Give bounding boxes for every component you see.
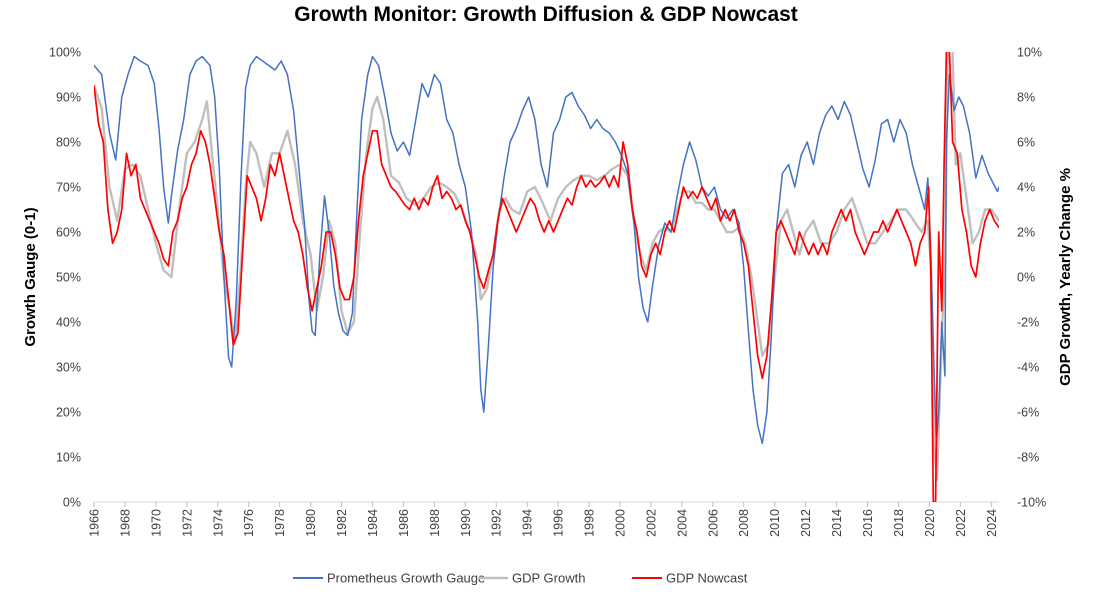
x-tick-label: 1978 (273, 509, 287, 537)
left-tick-label: 40% (56, 316, 81, 330)
right-tick-label: 2% (1017, 226, 1035, 240)
left-tick-label: 60% (56, 226, 81, 240)
right-tick-label: -8% (1017, 451, 1039, 465)
left-tick-label: 30% (56, 361, 81, 375)
series-line-gdp-nowcast (94, 52, 999, 502)
x-tick-label: 1968 (118, 509, 132, 537)
left-axis-ticks: 0% 10% 20% 30% 40% 50% 60% 70% 80% 90% 100% (49, 46, 81, 510)
right-tick-label: -2% (1017, 316, 1039, 330)
left-tick-label: 80% (56, 136, 81, 150)
x-tick-label: 1972 (180, 509, 194, 537)
x-tick-label: 2000 (613, 509, 627, 537)
legend-label: GDP Growth (512, 571, 585, 586)
right-tick-label: -6% (1017, 406, 1039, 420)
right-tick-label: -4% (1017, 361, 1039, 375)
series-line-gdp-growth (94, 52, 999, 481)
right-axis-title: GDP Growth, Yearly Change % (1057, 168, 1074, 386)
x-axis: 1966 1968 1970 1972 1974 1976 1978 1980 1982 1984… (88, 501, 999, 537)
series-line-prometheus-growth-gauge (94, 55, 999, 445)
x-tick-label: 2024 (985, 509, 999, 537)
left-tick-label: 70% (56, 181, 81, 195)
x-tick-label: 1982 (335, 509, 349, 537)
x-tick-label: 2008 (737, 509, 751, 537)
x-tick-label: 1998 (583, 509, 597, 537)
x-tick-label: 1974 (211, 509, 225, 537)
x-tick-label: 1966 (88, 509, 102, 537)
x-tick-label: 2010 (768, 509, 782, 537)
x-tick-label: 1988 (428, 509, 442, 537)
x-tick-label: 1986 (397, 509, 411, 537)
x-tick-label: 2016 (861, 509, 875, 537)
chart-title: Growth Monitor: Growth Diffusion & GDP N… (294, 3, 798, 26)
right-tick-label: 10% (1017, 46, 1042, 60)
legend-label: Prometheus Growth Gauge (327, 571, 485, 586)
x-tick-label: 2006 (706, 509, 720, 537)
x-tick-label: 2002 (644, 509, 658, 537)
x-tick-label: 1970 (149, 509, 163, 537)
left-tick-label: 100% (49, 46, 81, 60)
left-tick-label: 0% (63, 496, 81, 510)
x-tick-label: 2020 (923, 509, 937, 537)
right-tick-label: 8% (1017, 91, 1035, 105)
right-tick-label: -10% (1017, 496, 1046, 510)
x-tick-label: 1996 (552, 509, 566, 537)
legend-label: GDP Nowcast (666, 571, 748, 586)
x-tick-label: 2022 (954, 509, 968, 537)
x-tick-label: 1994 (521, 509, 535, 537)
x-tick-label: 2012 (799, 509, 813, 537)
left-tick-label: 20% (56, 406, 81, 420)
x-tick-label: 1992 (490, 509, 504, 537)
x-tick-label: 2004 (675, 509, 689, 537)
x-tick-label: 1980 (304, 509, 318, 537)
x-tick-label: 1990 (459, 509, 473, 537)
x-tick-label: 1976 (242, 509, 256, 537)
right-tick-label: 4% (1017, 181, 1035, 195)
right-tick-label: 6% (1017, 136, 1035, 150)
x-tick-label: 1984 (366, 509, 380, 537)
right-axis-ticks: -10% -8% -6% -4% -2% 0% 2% 4% 6% 8% 10% (1017, 46, 1046, 510)
left-tick-label: 10% (56, 451, 81, 465)
left-axis-title: Growth Gauge (0-1) (22, 207, 39, 346)
chart-legend: Prometheus Growth Gauge GDP Growth GDP Now… (293, 571, 748, 586)
right-tick-label: 0% (1017, 271, 1035, 285)
left-tick-label: 50% (56, 271, 81, 285)
left-tick-label: 90% (56, 91, 81, 105)
x-tick-label: 2014 (830, 509, 844, 537)
x-tick-label: 2018 (892, 509, 906, 537)
series-lines (94, 52, 999, 502)
